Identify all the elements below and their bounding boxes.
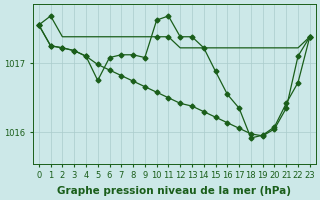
X-axis label: Graphe pression niveau de la mer (hPa): Graphe pression niveau de la mer (hPa) <box>57 186 291 196</box>
